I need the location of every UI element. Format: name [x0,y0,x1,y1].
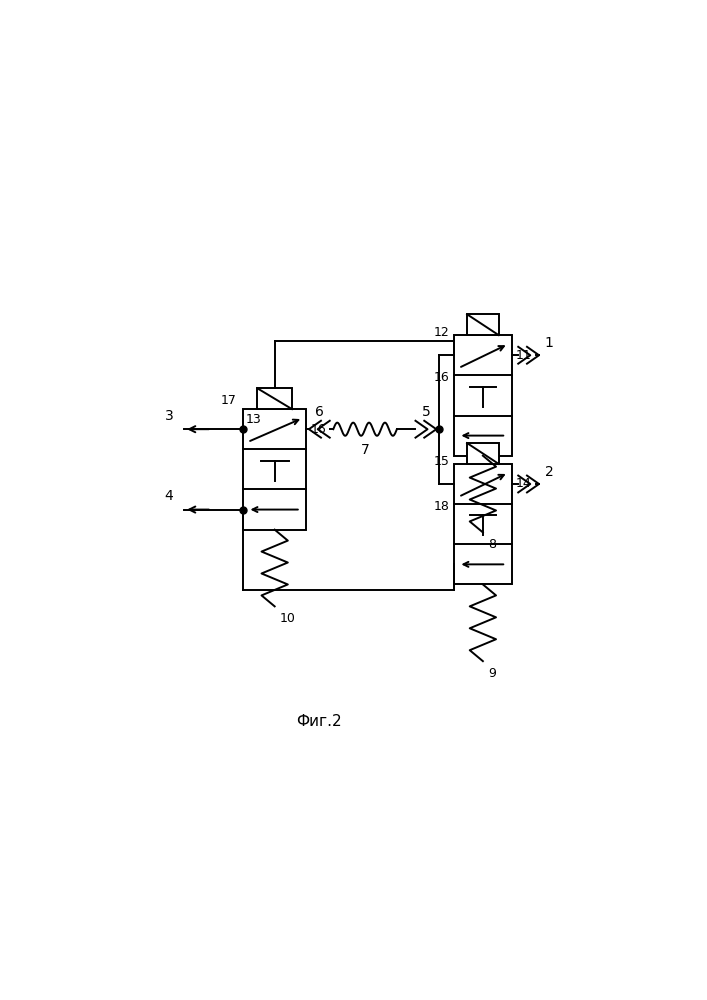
Bar [257,388,292,409]
Text: 16: 16 [310,423,327,436]
Bar [243,409,306,530]
Bar [454,335,512,456]
Text: 12: 12 [434,326,450,339]
Text: 8: 8 [489,538,496,551]
Text: Фиг.2: Фиг.2 [296,714,341,729]
Text: 5: 5 [421,405,431,419]
Text: 9: 9 [489,667,496,680]
Text: 13: 13 [245,413,261,426]
Text: 7: 7 [361,443,370,457]
Text: 16: 16 [434,371,450,384]
Text: 11: 11 [516,349,532,362]
Text: 17: 17 [221,394,237,407]
Bar [467,443,498,464]
Text: 3: 3 [165,409,173,423]
Bar [454,464,512,584]
Text: 14: 14 [516,477,532,490]
Text: 4: 4 [165,489,173,503]
Text: 1: 1 [544,336,554,350]
Text: 15: 15 [434,455,450,468]
Text: 18: 18 [434,500,450,513]
Text: 10: 10 [280,612,296,625]
Text: 2: 2 [544,465,554,479]
Bar [467,314,498,335]
Text: 6: 6 [315,405,324,419]
